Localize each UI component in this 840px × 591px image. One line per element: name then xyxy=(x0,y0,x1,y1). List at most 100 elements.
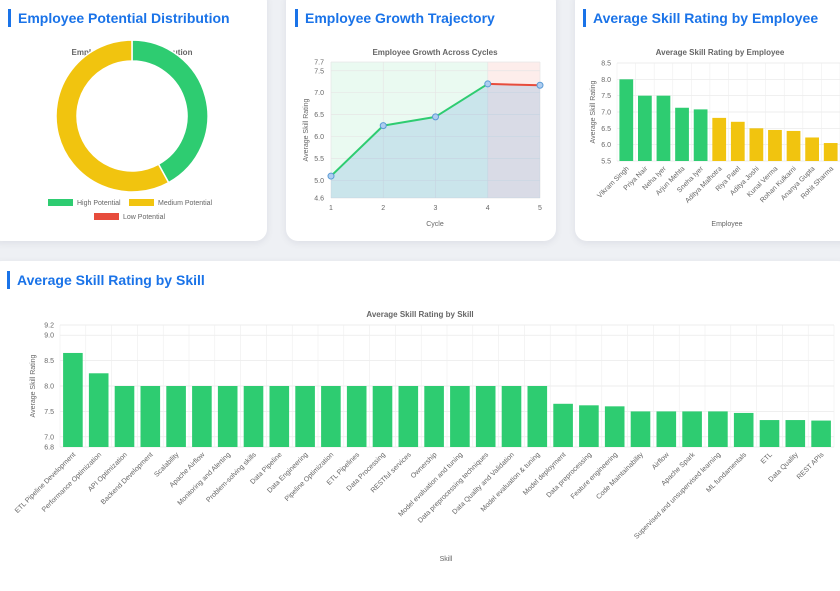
bar xyxy=(114,386,135,447)
y-tick-label: 7.5 xyxy=(314,68,324,75)
bar xyxy=(730,121,745,161)
legend-swatch xyxy=(129,199,154,206)
y-tick-label: 6.5 xyxy=(314,112,324,119)
bar xyxy=(501,386,522,447)
bar xyxy=(295,386,315,447)
y-tick-label: 7.0 xyxy=(314,90,324,97)
card-title: Employee Potential Distribution xyxy=(8,9,230,27)
bar xyxy=(805,137,820,161)
legend-swatch xyxy=(94,213,119,220)
bar xyxy=(398,386,419,447)
y-tick-label: 5.5 xyxy=(601,159,611,166)
y-tick-label: 7.7 xyxy=(314,60,324,67)
bar xyxy=(759,420,780,447)
bar xyxy=(823,143,838,161)
bar xyxy=(450,386,470,447)
data-point xyxy=(484,80,492,88)
x-tick-label: 4 xyxy=(486,205,490,212)
bar xyxy=(656,411,677,447)
x-tick-label: Airflow xyxy=(651,451,671,471)
x-tick-label: Backend Development xyxy=(100,451,155,506)
y-tick-label: 6.0 xyxy=(314,134,324,141)
legend-swatch xyxy=(48,199,73,206)
x-tick-label: Pipeline Optimization xyxy=(284,451,336,503)
x-axis-label: Skill xyxy=(440,556,453,563)
skill-rating-card: Average Skill Rating by Skill Average Sk… xyxy=(0,261,840,591)
x-tick-label: Code Maintainability xyxy=(595,451,645,501)
bar xyxy=(424,386,444,447)
bar xyxy=(768,129,782,161)
bar xyxy=(619,79,634,161)
bar xyxy=(733,412,754,447)
bar xyxy=(243,386,264,447)
x-tick-label: 2 xyxy=(381,205,385,212)
y-tick-label: 6.8 xyxy=(44,445,54,452)
bar xyxy=(786,130,801,161)
bar xyxy=(637,95,652,161)
y-axis-label: Average Skill Rating xyxy=(590,80,597,143)
bar xyxy=(708,411,728,447)
bar xyxy=(217,386,238,447)
bar xyxy=(630,411,651,447)
x-axis-label: Cycle xyxy=(426,221,444,228)
x-tick-label: 5 xyxy=(538,205,542,212)
bar xyxy=(346,386,367,447)
x-axis-label: Employee xyxy=(711,221,742,228)
area-fill xyxy=(331,83,540,198)
growth-line-chart: Employee Growth Across Cycles 4.6 5.0 5.5 6.… xyxy=(303,48,544,228)
y-tick-label: 6.5 xyxy=(601,126,611,133)
line-segment xyxy=(330,124,384,177)
pie-slice xyxy=(55,39,170,193)
bar xyxy=(527,386,548,447)
y-tick-label: 7.0 xyxy=(44,434,54,441)
y-axis-label: Average Skill Rating xyxy=(303,98,310,161)
x-tick-label: Vikram Singh xyxy=(596,165,630,199)
line-segment xyxy=(434,83,489,118)
y-tick-label: 8.5 xyxy=(44,358,54,365)
y-tick-label: 5.0 xyxy=(314,178,324,185)
x-tick-label: 1 xyxy=(329,205,333,212)
chart-title: Average Skill Rating by Employee xyxy=(656,48,785,57)
bar xyxy=(553,403,573,447)
bar xyxy=(140,386,161,447)
y-tick-label: 8.0 xyxy=(601,77,611,84)
bar xyxy=(579,405,599,447)
legend-label: High Potential xyxy=(77,200,121,207)
bar xyxy=(785,420,806,447)
bar xyxy=(269,386,290,447)
bar xyxy=(604,406,625,447)
bar xyxy=(475,386,496,447)
y-tick-label: 7.5 xyxy=(601,93,611,100)
bar xyxy=(372,386,393,447)
y-tick-label: 9.0 xyxy=(44,333,54,340)
chart-title: Average Skill Rating by Skill xyxy=(366,310,473,319)
y-tick-label: 9.2 xyxy=(44,323,54,330)
bar xyxy=(693,109,708,161)
y-tick-label: 5.5 xyxy=(314,156,324,163)
y-axis-label: Average Skill Rating xyxy=(30,354,37,417)
x-tick-label: Scalability xyxy=(153,451,181,479)
y-tick-label: 7.5 xyxy=(44,409,54,416)
bar xyxy=(321,386,341,447)
x-tick-label: REST APIs xyxy=(796,451,826,481)
x-tick-label: 3 xyxy=(434,205,438,212)
y-tick-label: 4.6 xyxy=(314,196,324,203)
line-segment xyxy=(487,82,541,87)
bar xyxy=(63,352,83,447)
y-tick-label: 7.0 xyxy=(601,110,611,117)
pie-slice xyxy=(131,39,209,184)
x-tick-label: Problem-solving skills xyxy=(205,451,258,504)
growth-zone-band xyxy=(331,62,488,198)
x-tick-label: Feature engineering xyxy=(570,451,619,500)
line-segment xyxy=(383,115,436,127)
card-title: Employee Growth Trajectory xyxy=(295,9,495,27)
card-title: Average Skill Rating by Employee xyxy=(583,9,818,27)
y-tick-label: 8.0 xyxy=(44,384,54,391)
bar xyxy=(811,420,831,447)
data-point xyxy=(327,172,335,180)
data-point xyxy=(432,113,439,121)
bar xyxy=(88,373,109,447)
bar xyxy=(749,128,764,161)
bar xyxy=(166,386,186,447)
